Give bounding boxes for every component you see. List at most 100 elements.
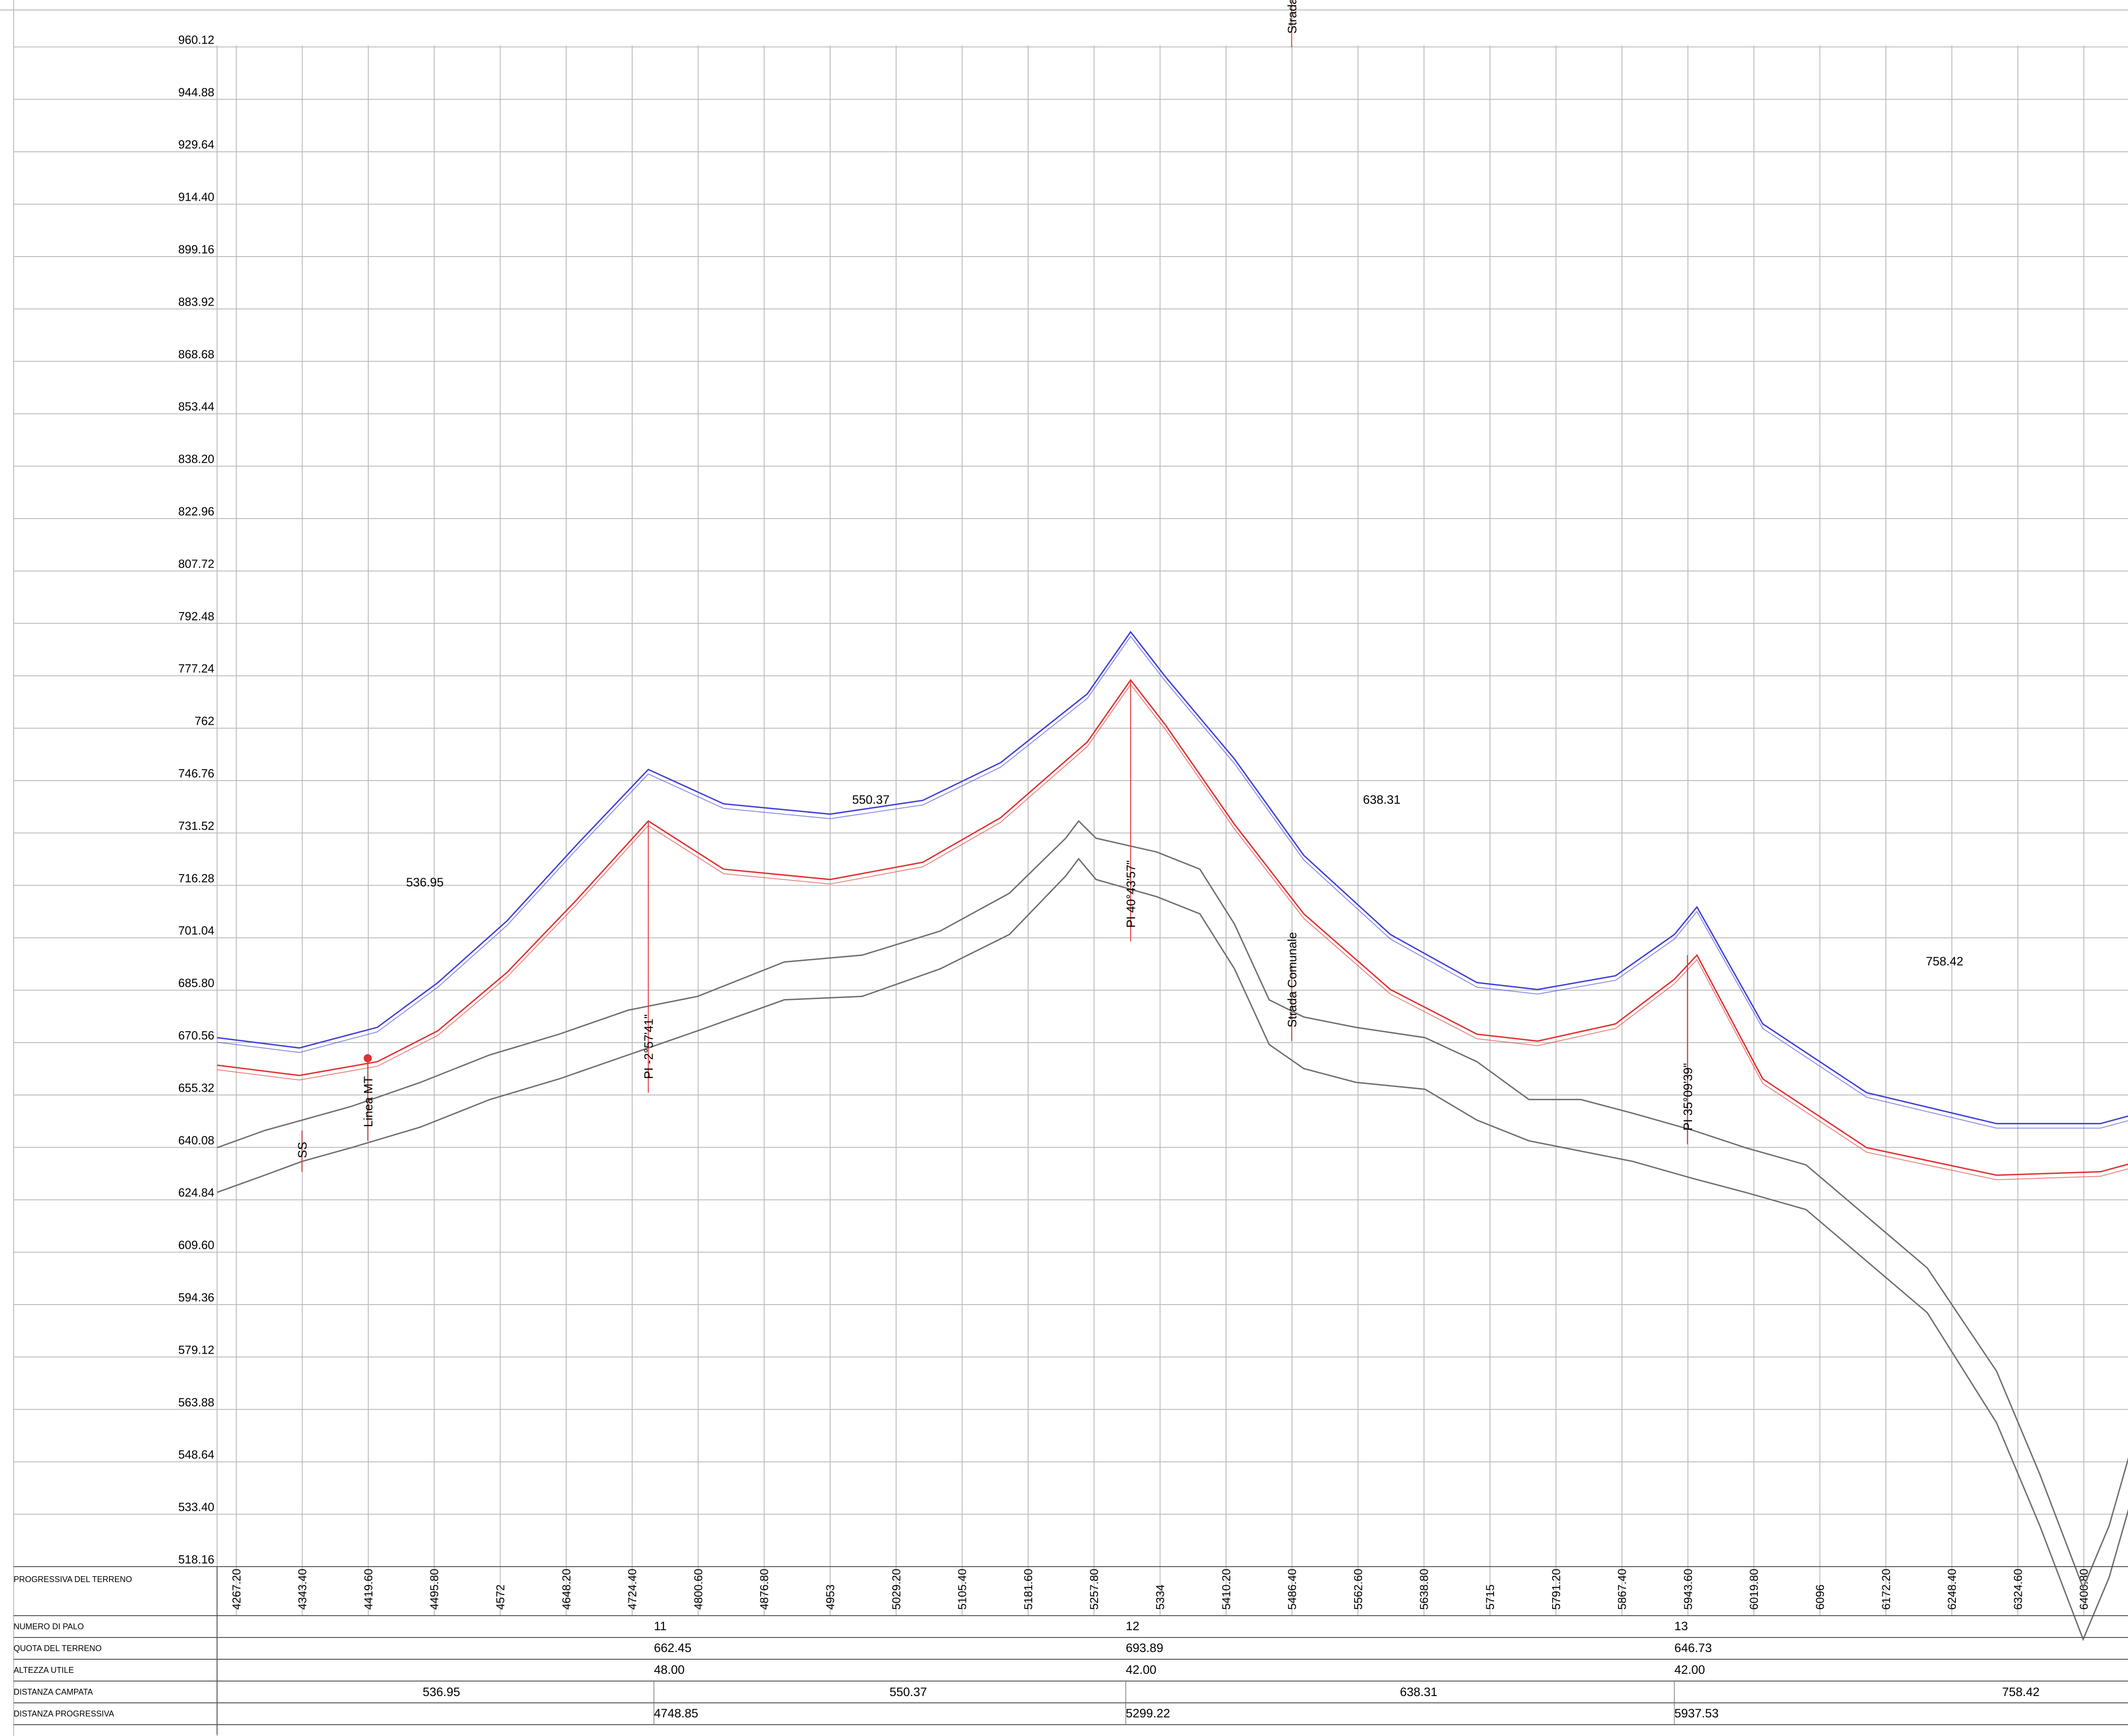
y-tick-label: 868.68 xyxy=(178,347,214,361)
linea-mt-dot xyxy=(363,1054,372,1063)
y-tick-label: 716.28 xyxy=(178,871,214,885)
x-tick-label: 5638.80 xyxy=(1418,1569,1431,1610)
pole-11-altezza: 48.00 xyxy=(654,1663,685,1677)
x-tick-label: 6324.60 xyxy=(2012,1569,2024,1610)
annotation-label: PI -2°57'41" xyxy=(642,1014,656,1079)
y-tick-label: 533.40 xyxy=(178,1500,214,1514)
campata-2: 550.37 xyxy=(890,1685,927,1699)
annotation-label: PI 40°43'57" xyxy=(1124,860,1138,928)
y-tick-label: 883.92 xyxy=(178,295,214,308)
y-tick-label: 762 xyxy=(195,714,214,728)
x-tick-label: 5105.40 xyxy=(956,1569,969,1610)
x-tick-label: 5486.40 xyxy=(1286,1569,1299,1610)
span-label: 536.95 xyxy=(406,875,444,889)
x-tick-label: 4648.20 xyxy=(560,1569,573,1610)
y-tick-label: 701.04 xyxy=(178,924,214,937)
pole-12-number: 12 xyxy=(1126,1619,1139,1633)
y-tick-label: 914.40 xyxy=(178,190,214,204)
y-tick-label: 670.56 xyxy=(178,1029,214,1042)
campata-3: 638.31 xyxy=(1400,1685,1438,1699)
pole-11-quota: 662.45 xyxy=(654,1641,692,1655)
x-tick-label: 5867.40 xyxy=(1616,1569,1629,1610)
pole-12-altezza: 42.00 xyxy=(1126,1663,1157,1677)
series-line-1 xyxy=(217,679,2128,1176)
span-labels: 536.95 550.37 638.31 758.42 xyxy=(406,793,1963,968)
y-tick-label: 609.60 xyxy=(178,1238,214,1252)
x-tick-label: 5410.20 xyxy=(1220,1569,1233,1610)
y-tick-label: 838.20 xyxy=(178,452,214,466)
annotation-label: Strada C xyxy=(1285,0,1299,34)
y-tick-label: 807.72 xyxy=(178,557,214,570)
pole-13-progressiva: 5937.53 xyxy=(1674,1706,1719,1720)
x-tick-label: 5181.60 xyxy=(1022,1569,1035,1610)
x-tick-label: 6019.80 xyxy=(1748,1569,1761,1610)
y-tick-label: 929.64 xyxy=(178,138,214,151)
series-line-0-offset xyxy=(217,635,2128,1129)
annotations: SS Linea MT PI -2°57'41" PI 40°43'57" Strada… xyxy=(296,0,1695,1172)
x-tick-label: 4953 xyxy=(824,1584,837,1610)
row-label-progressiva-terreno: PROGRESSIVA DEL TERRENO xyxy=(14,1575,132,1584)
x-tick-label: 6172.20 xyxy=(1880,1569,1893,1610)
y-tick-label: 899.16 xyxy=(178,242,214,256)
y-tick-label: 777.24 xyxy=(178,662,214,675)
y-tick-label: 640.08 xyxy=(178,1133,214,1147)
annotation-label: PI 35°09'39" xyxy=(1681,1063,1695,1131)
row-label-numero-palo: NUMERO DI PALO xyxy=(14,1622,84,1631)
pole-11-number: 11 xyxy=(654,1619,667,1633)
series-line-2 xyxy=(217,820,2128,1590)
x-tick-label: 4267.20 xyxy=(230,1569,243,1610)
y-tick-label: 655.32 xyxy=(178,1081,214,1094)
x-tick-label: 6096 xyxy=(1814,1584,1827,1610)
x-tick-label: 4495.80 xyxy=(428,1569,441,1610)
x-tick-label: 5334 xyxy=(1154,1584,1167,1610)
y-tick-label: 548.64 xyxy=(178,1448,214,1461)
pole-12-quota: 693.89 xyxy=(1126,1641,1163,1655)
campata-1: 536.95 xyxy=(423,1685,460,1699)
y-tick-label: 594.36 xyxy=(178,1291,214,1304)
series-line-1-offset xyxy=(217,683,2128,1181)
x-tick-label: 5943.60 xyxy=(1682,1569,1695,1610)
y-tick-label: 685.80 xyxy=(178,976,214,990)
x-tick-label: 4724.40 xyxy=(626,1569,639,1610)
row-label-altezza-utile: ALTEZZA UTILE xyxy=(14,1666,74,1675)
y-tick-label: 518.16 xyxy=(178,1553,214,1566)
campata-4: 758.42 xyxy=(2002,1685,2040,1699)
profile-lines xyxy=(217,631,2128,1642)
y-tick-label: 960.12 xyxy=(178,33,214,46)
pole-13-number: 13 xyxy=(1674,1619,1688,1633)
span-label: 638.31 xyxy=(1363,793,1401,806)
x-tick-label: 4419.60 xyxy=(362,1569,375,1610)
y-tick-label: 624.84 xyxy=(178,1186,214,1199)
y-tick-label: 944.88 xyxy=(178,85,214,99)
annotation-label: SS xyxy=(296,1142,309,1158)
pole-11-progressiva: 4748.85 xyxy=(654,1706,698,1720)
x-tick-label: 5029.20 xyxy=(890,1569,903,1610)
x-tick-label: 4800.60 xyxy=(692,1569,705,1610)
x-tick-label: 5257.80 xyxy=(1088,1569,1101,1610)
span-label: 550.37 xyxy=(852,793,890,806)
y-tick-label: 579.12 xyxy=(178,1343,214,1356)
x-tick-label: 6248.40 xyxy=(1946,1569,1959,1610)
x-tick-label: 5715 xyxy=(1484,1584,1497,1610)
y-tick-label: 731.52 xyxy=(178,819,214,832)
data-table: PROGRESSIVA DEL TERRENO NUMERO DI PALO Q… xyxy=(14,1566,2128,1735)
x-tick-label: 4876.80 xyxy=(758,1569,771,1610)
y-tick-label: 822.96 xyxy=(178,504,214,518)
y-tick-label: 563.88 xyxy=(178,1395,214,1409)
y-tick-label: 853.44 xyxy=(178,400,214,413)
series-line-3 xyxy=(217,857,2128,1642)
pole-13-altezza: 42.00 xyxy=(1674,1663,1705,1677)
row-label-quota-terreno: QUOTA DEL TERRENO xyxy=(14,1644,102,1653)
y-axis-labels: 960.12 944.88 929.64 914.40 899.16 883.92 868.… xyxy=(178,33,214,1566)
pole-12-progressiva: 5299.22 xyxy=(1126,1706,1170,1720)
pole-13-quota: 646.73 xyxy=(1674,1641,1712,1655)
x-tick-label: 4343.40 xyxy=(297,1569,309,1610)
row-label-distanza-campata: DISTANZA CAMPATA xyxy=(14,1687,93,1696)
y-tick-label: 746.76 xyxy=(178,767,214,780)
x-tick-label: 4572 xyxy=(495,1584,507,1610)
x-tick-label: 5562.60 xyxy=(1352,1569,1365,1610)
x-axis-labels: 4267.20 4343.40 4419.60 4495.80 4572 4648.20 4… xyxy=(230,1569,2090,1610)
x-tick-label: 5791.20 xyxy=(1550,1569,1563,1610)
row-label-distanza-progressiva: DISTANZA PROGRESSIVA xyxy=(14,1709,114,1718)
